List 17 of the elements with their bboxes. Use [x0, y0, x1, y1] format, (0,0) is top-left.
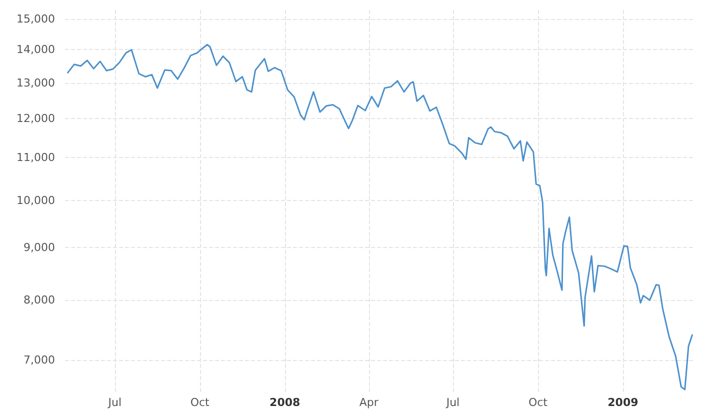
x-tick-label: Apr — [359, 396, 379, 409]
y-tick-label: 15,000 — [16, 12, 55, 26]
y-tick-label: 12,000 — [16, 112, 55, 126]
x-tick-label: Oct — [528, 396, 548, 409]
y-tick-label: 9,000 — [24, 240, 55, 254]
y-tick-label: 10,000 — [16, 194, 55, 207]
x-tick-label: Oct — [190, 396, 210, 409]
y-tick-label: 7,000 — [24, 353, 55, 366]
y-tick-label: 8,000 — [24, 294, 55, 307]
x-tick-label: 2008 — [270, 396, 300, 409]
x-tick-label: Jul — [445, 396, 460, 409]
line-series — [67, 44, 693, 390]
y-tick-label: 11,000 — [16, 151, 55, 164]
y-tick-label: 14,000 — [16, 43, 55, 56]
y-tick-label: 13,000 — [16, 76, 55, 90]
x-tick-label: Jul — [107, 396, 122, 409]
x-tick-label: 2009 — [608, 396, 638, 409]
